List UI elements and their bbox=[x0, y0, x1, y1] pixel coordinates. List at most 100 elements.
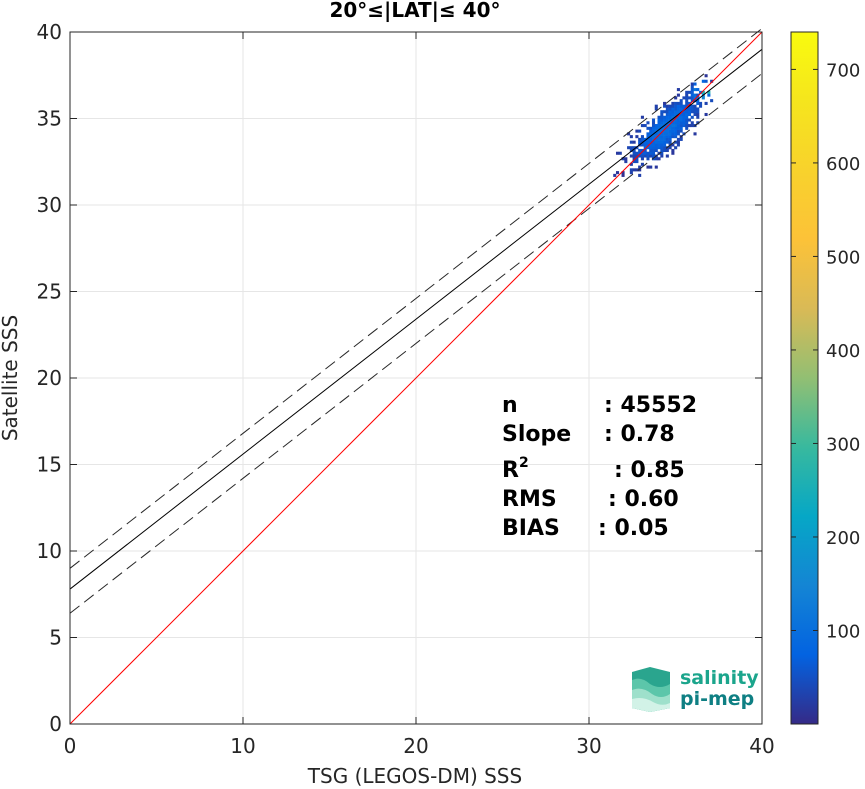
density-cell bbox=[660, 151, 664, 155]
density-cell bbox=[618, 151, 622, 155]
density-cell bbox=[654, 126, 658, 130]
density-cell bbox=[660, 146, 664, 150]
density-cell bbox=[690, 104, 694, 108]
stat-r2-label: R2 bbox=[502, 455, 529, 483]
logo-line1: salinity bbox=[680, 667, 759, 689]
density-cell bbox=[649, 154, 653, 158]
density-cell bbox=[693, 88, 697, 92]
density-cell bbox=[632, 140, 636, 144]
density-cell bbox=[632, 157, 636, 161]
density-cell bbox=[668, 110, 672, 114]
density-cell bbox=[660, 112, 664, 117]
density-cell bbox=[646, 154, 650, 158]
density-cell bbox=[651, 143, 656, 147]
density-cell bbox=[674, 107, 678, 111]
y-tick-label: 30 bbox=[37, 193, 62, 217]
density-cell bbox=[665, 104, 669, 108]
density-cell bbox=[663, 135, 667, 139]
density-cell bbox=[640, 148, 644, 153]
density-cell bbox=[657, 146, 661, 150]
stat-n-value: : 45552 bbox=[604, 393, 697, 418]
density-cell bbox=[629, 168, 633, 172]
stat-r2-value: : 0.85 bbox=[614, 458, 685, 483]
density-cell bbox=[690, 110, 694, 114]
density-cell bbox=[643, 154, 647, 158]
density-cell bbox=[690, 90, 694, 94]
density-cell bbox=[701, 96, 705, 100]
density-cell bbox=[638, 154, 642, 158]
density-cell bbox=[679, 126, 683, 130]
y-tick-label: 40 bbox=[37, 20, 62, 44]
density-cell bbox=[665, 137, 669, 141]
density-cell bbox=[682, 124, 686, 128]
density-cell bbox=[693, 82, 697, 86]
density-cell bbox=[646, 140, 650, 144]
stat-r2-base: R bbox=[502, 458, 519, 483]
density-cell bbox=[671, 126, 675, 130]
density-cell bbox=[690, 99, 694, 103]
y-tick-label: 10 bbox=[37, 539, 62, 563]
density-cell bbox=[676, 143, 680, 147]
density-cell bbox=[654, 146, 658, 150]
density-cell bbox=[649, 132, 653, 136]
density-cell bbox=[654, 135, 658, 139]
density-cell bbox=[671, 118, 675, 122]
density-cell bbox=[663, 118, 667, 122]
density-cell bbox=[699, 90, 703, 94]
density-cell bbox=[676, 121, 680, 125]
density-cell bbox=[687, 107, 692, 111]
density-cell bbox=[651, 154, 656, 158]
density-cell bbox=[665, 140, 669, 144]
density-cell bbox=[687, 124, 692, 128]
density-cell bbox=[671, 101, 675, 105]
density-cell bbox=[665, 110, 669, 114]
density-cell bbox=[668, 129, 672, 133]
density-cell bbox=[685, 99, 689, 103]
colorbar bbox=[790, 31, 819, 725]
density-cell bbox=[654, 148, 658, 153]
density-cell bbox=[640, 124, 644, 128]
salinity-pi-mep-logo: salinity pi-mep bbox=[632, 667, 759, 712]
density-cell bbox=[676, 93, 680, 97]
density-cell bbox=[651, 151, 656, 155]
colorbar-tick-label: 600 bbox=[826, 154, 860, 175]
density-cell bbox=[674, 126, 678, 130]
density-cell bbox=[682, 121, 686, 125]
density-cell bbox=[676, 107, 680, 111]
density-cell bbox=[674, 118, 678, 122]
density-cell bbox=[687, 96, 692, 100]
y-tick-label: 25 bbox=[37, 280, 62, 304]
density-cell bbox=[685, 126, 689, 130]
density-cell bbox=[696, 121, 700, 125]
density-cell bbox=[685, 112, 689, 117]
density-cell bbox=[627, 132, 631, 136]
y-tick-label: 15 bbox=[37, 453, 62, 477]
density-cell bbox=[690, 96, 694, 100]
density-cell bbox=[663, 132, 667, 136]
y-axis-label: Satellite SSS bbox=[0, 315, 22, 441]
colorbar-tick-label: 500 bbox=[826, 247, 860, 268]
density-cell bbox=[660, 118, 664, 122]
axis-ticks: 0 10 20 30 40 0 5 10 15 20 25 30 35 40 bbox=[37, 20, 775, 758]
density-cell bbox=[690, 121, 694, 125]
density-cell bbox=[629, 148, 633, 153]
density-cell bbox=[676, 101, 680, 105]
colorbar-tick-label: 400 bbox=[826, 341, 860, 362]
density-cell bbox=[615, 151, 620, 155]
density-cell bbox=[657, 143, 661, 147]
density-cell bbox=[671, 121, 675, 125]
density-cell bbox=[685, 107, 689, 111]
density-cell bbox=[654, 143, 658, 147]
density-cell bbox=[696, 88, 700, 92]
density-cell bbox=[660, 148, 664, 153]
density-cell bbox=[613, 173, 617, 177]
density-cell bbox=[668, 146, 672, 150]
density-cell bbox=[668, 132, 672, 136]
density-cell bbox=[635, 129, 639, 133]
density-cell bbox=[679, 121, 683, 125]
density-cell bbox=[649, 137, 653, 141]
density-cell bbox=[685, 110, 689, 114]
density-cell bbox=[646, 121, 650, 125]
density-cell bbox=[632, 148, 636, 153]
density-cell bbox=[627, 146, 631, 150]
